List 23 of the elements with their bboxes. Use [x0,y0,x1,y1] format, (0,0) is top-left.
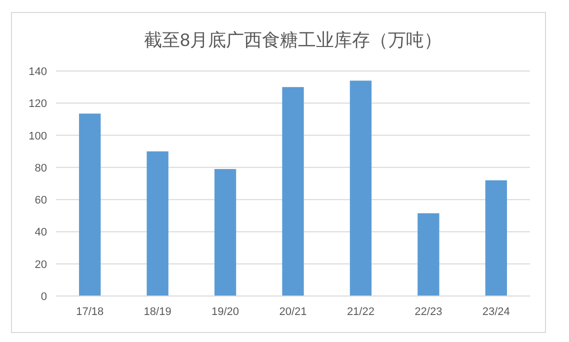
y-tick-label: 40 [34,226,47,239]
bar [350,80,372,296]
x-tick-label: 20/21 [279,306,307,318]
y-tick-label: 20 [34,258,47,271]
bar [418,213,440,296]
y-tick-label: 120 [28,98,47,110]
bar [485,180,507,296]
y-tick-label: 0 [40,291,47,303]
bar [146,151,168,296]
y-tick-label: 140 [28,66,47,78]
y-tick-label: 100 [28,130,47,142]
x-tick-label: 18/19 [144,306,172,318]
y-tick-label: 60 [34,194,47,207]
bar [79,114,101,296]
bar [282,87,304,296]
bar [214,169,236,296]
chart-title: 截至8月底广西食糖工业库存（万吨） [144,30,442,50]
x-tick-label: 19/20 [212,306,240,318]
x-tick-label: 21/22 [346,306,374,318]
x-tick-label: 23/24 [482,306,510,318]
x-tick-label: 22/23 [414,306,442,318]
y-tick-label: 80 [34,162,47,174]
x-tick-label: 17/18 [76,306,104,318]
